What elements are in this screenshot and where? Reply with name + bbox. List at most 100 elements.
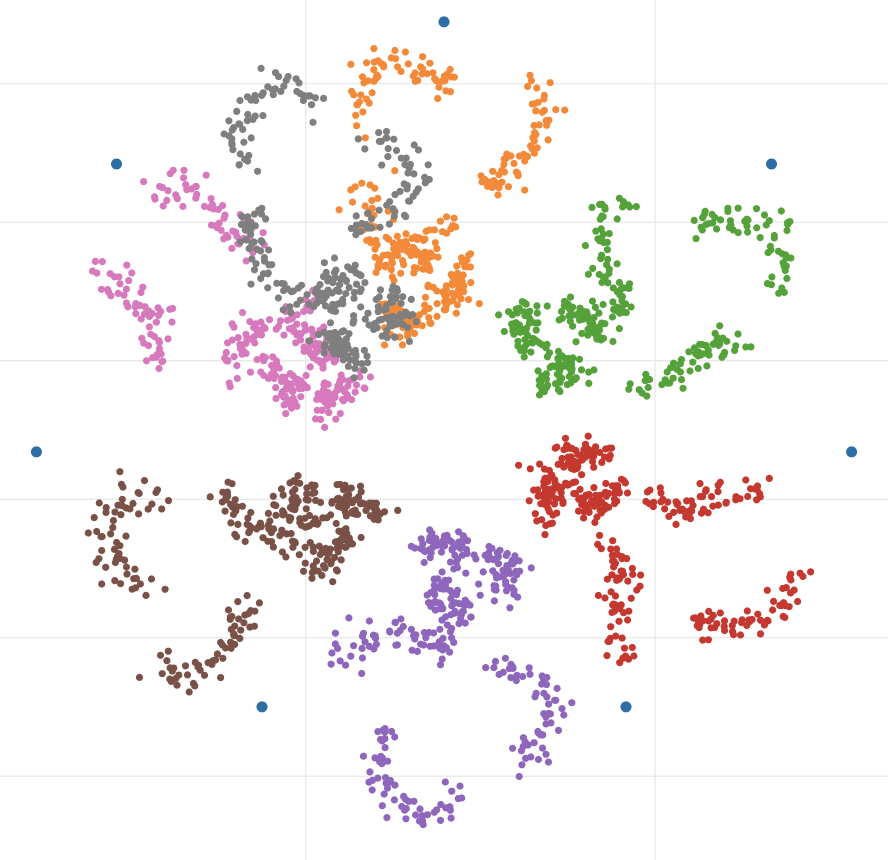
point-inner-0 [388,266,395,273]
point-inner-3 [472,555,479,562]
point-inner-3 [424,592,431,599]
point-inner-5 [254,356,261,363]
point-outer-6 [383,134,390,141]
point-outer-0 [442,87,449,94]
point-outer-4 [158,505,165,512]
point-inner-1 [601,320,608,327]
point-outer-6 [225,117,232,124]
point-outer-5 [233,362,240,369]
point-outer-3 [554,685,561,692]
point-outer-5 [104,286,111,293]
point-outer-6 [240,139,247,146]
point-outer-4 [192,659,199,666]
point-outer-4 [246,522,253,529]
point-inner-3 [447,628,454,635]
point-inner-2 [557,460,564,467]
point-outer-6 [262,215,269,222]
point-inner-5 [286,325,293,332]
point-inner-2 [560,446,567,453]
point-inner-0 [453,310,460,317]
point-inner-0 [453,263,460,270]
point-outer-3 [427,643,434,650]
point-outer-4 [217,674,224,681]
point-outer-0 [349,199,356,206]
point-outer-2 [770,598,777,605]
point-inner-1 [544,382,551,389]
point-outer-2 [744,493,751,500]
point-inner-6 [350,295,357,302]
point-inner-6 [389,299,396,306]
point-inner-3 [462,620,469,627]
point-outer-5 [231,353,238,360]
point-outer-2 [757,630,764,637]
point-inner-0 [402,230,409,237]
point-outer-2 [603,652,610,659]
point-outer-3 [371,754,378,761]
point-outer-6 [421,174,428,181]
point-inner-6 [315,294,322,301]
point-outer-1 [597,216,604,223]
point-outer-5 [139,284,146,291]
point-outer-3 [537,731,544,738]
point-outer-0 [419,70,426,77]
point-inner-5 [307,363,314,370]
point-outer-0 [533,84,540,91]
point-outer-2 [624,616,631,623]
point-inner-5 [247,369,254,376]
point-outer-2 [705,617,712,624]
point-inner-4 [286,479,293,486]
point-inner-6 [374,324,381,331]
point-outer-3 [545,701,552,708]
point-outer-0 [451,215,458,222]
point-inner-3 [434,575,441,582]
point-inner-4 [270,493,277,500]
point-outer-4 [169,668,176,675]
point-inner-6 [323,289,330,296]
point-outer-4 [279,548,286,555]
point-outer-3 [369,786,376,793]
point-outer-4 [162,586,169,593]
point-outer-5 [228,245,235,252]
point-inner-1 [527,349,534,356]
point-outer-6 [410,170,417,177]
point-outer-3 [345,614,352,621]
point-outer-5 [201,203,208,210]
point-outer-4 [95,555,102,562]
point-inner-3 [441,542,448,549]
point-outer-6 [252,113,259,120]
point-inner-2 [570,490,577,497]
point-outer-1 [716,322,723,329]
point-outer-5 [116,280,123,287]
point-outer-5 [203,172,210,179]
point-inner-6 [314,286,321,293]
point-inner-2 [578,453,585,460]
point-outer-0 [363,59,370,66]
point-outer-6 [228,139,235,146]
point-outer-6 [297,297,304,304]
point-inner-1 [534,310,541,317]
point-outer-1 [757,234,764,241]
point-outer-4 [244,592,251,599]
point-outer-6 [376,138,383,145]
point-outer-2 [769,606,776,613]
point-inner-3 [436,626,443,633]
point-inner-2 [582,443,589,450]
point-outer-6 [368,224,375,231]
point-inner-1 [567,294,574,301]
point-inner-4 [345,498,352,505]
point-inner-4 [327,546,334,553]
point-inner-2 [562,435,569,442]
point-outer-2 [696,621,703,628]
point-outer-1 [585,271,592,278]
point-outer-6 [393,147,400,154]
point-inner-4 [313,557,320,564]
point-outer-0 [530,122,537,129]
point-inner-2 [614,482,621,489]
point-inner-4 [352,507,359,514]
point-outer-6 [312,94,319,101]
point-outer-6 [401,212,408,219]
point-outer-1 [689,359,696,366]
point-inner-4 [291,506,298,513]
point-outer-4 [131,566,138,573]
point-inner-6 [350,317,357,324]
